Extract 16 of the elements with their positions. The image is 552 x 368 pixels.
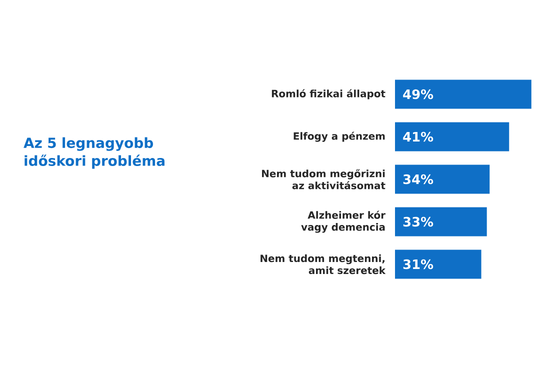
data-label: 34% [403, 174, 434, 184]
y-tick-label: Nem tudom megtenni, amit szeretek [260, 254, 386, 274]
bar [395, 122, 510, 152]
data-label: 49% [403, 89, 434, 100]
data-label: 41% [403, 132, 434, 142]
data-label: 33% [403, 216, 434, 227]
bar [395, 250, 482, 279]
bar [395, 164, 490, 194]
y-tick-label: Elfogy a pénzem [294, 132, 385, 142]
text: Az 5 legnagyobb időskori probléma [24, 137, 164, 169]
y-tick-label: Alzheimer kór vagy demencia [301, 210, 386, 233]
bar [395, 80, 532, 109]
data-label: 31% [403, 259, 434, 270]
y-tick-label: Romló fizikai állapot [272, 89, 386, 100]
y-tick-label: Nem tudom megőrizni az aktivitásomat [262, 169, 386, 190]
bar [395, 207, 487, 236]
